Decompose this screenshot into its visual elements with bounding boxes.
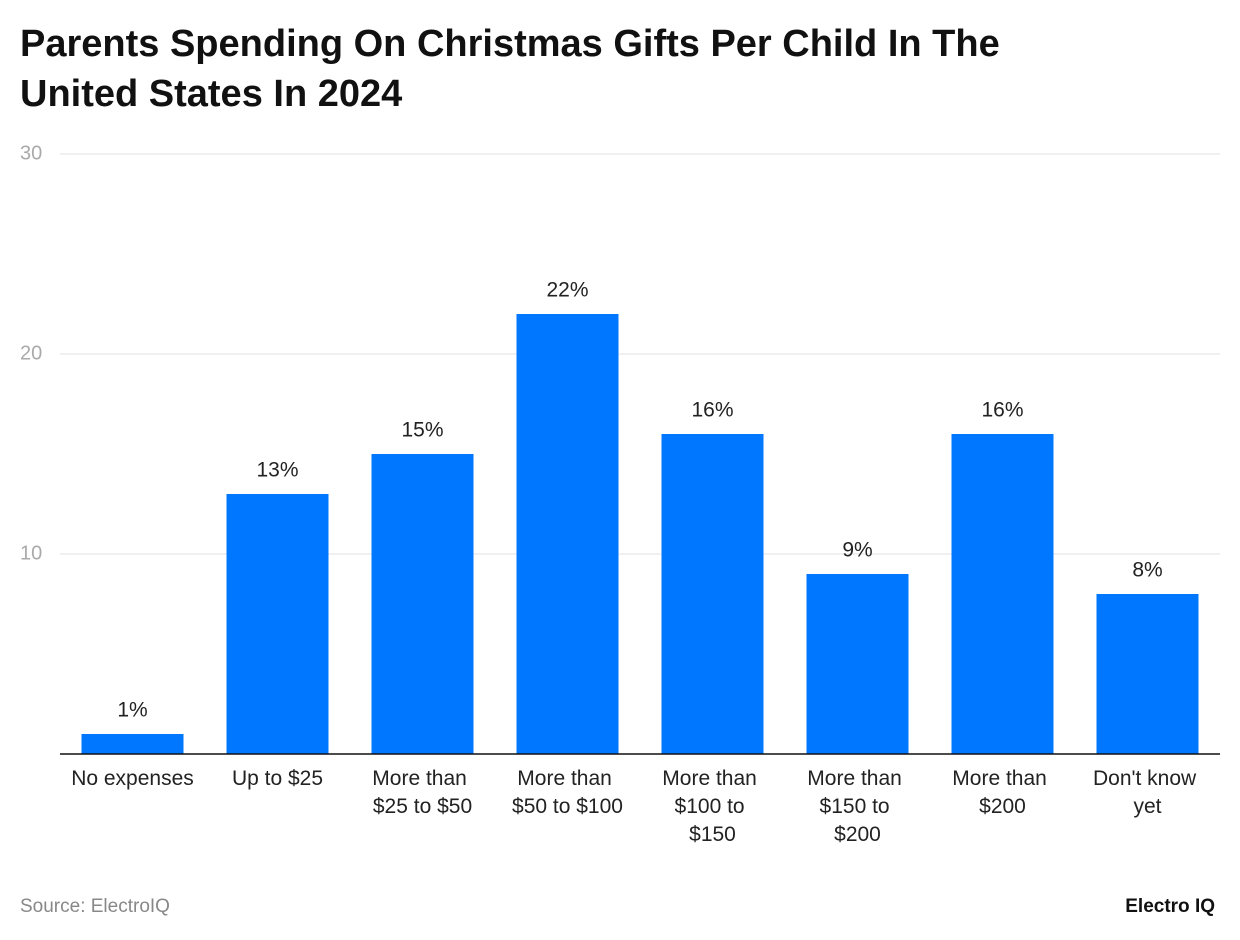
value-label: 15%: [401, 419, 443, 442]
y-tick-label: 30: [20, 142, 42, 164]
y-tick-label: 10: [20, 542, 42, 564]
bar: [951, 434, 1054, 754]
x-tick-label: More than $50 to $100: [512, 767, 623, 818]
chart-title: Parents Spending On Christmas Gifts Per …: [20, 23, 1010, 115]
brand-logo: Electro IQ: [1125, 896, 1215, 917]
bar: [1096, 594, 1199, 754]
y-tick-label: 20: [20, 342, 42, 364]
value-label: 13%: [256, 459, 298, 482]
value-label: 16%: [981, 399, 1023, 422]
x-tick-label: No expenses: [71, 767, 194, 790]
x-tick-label: Don't know yet: [1093, 767, 1202, 818]
value-label: 22%: [546, 279, 588, 302]
bar: [806, 574, 909, 754]
source: Source: ElectroIQ: [20, 896, 170, 917]
bar: [81, 734, 184, 754]
bar: [516, 314, 619, 754]
bar: [226, 494, 329, 754]
x-tick-label: Up to $25: [232, 767, 323, 790]
x-tick-label: More than $150 to $200: [807, 767, 907, 846]
value-label: 1%: [117, 699, 147, 722]
value-label: 9%: [842, 539, 872, 562]
value-label: 16%: [691, 399, 733, 422]
bar: [371, 454, 474, 754]
bar: [661, 434, 764, 754]
x-tick-label: More than $200: [952, 767, 1052, 818]
value-label: 8%: [1132, 559, 1162, 582]
x-tick-label: More than $25 to $50: [372, 767, 472, 818]
x-tick-label: More than $100 to $150: [662, 767, 762, 846]
